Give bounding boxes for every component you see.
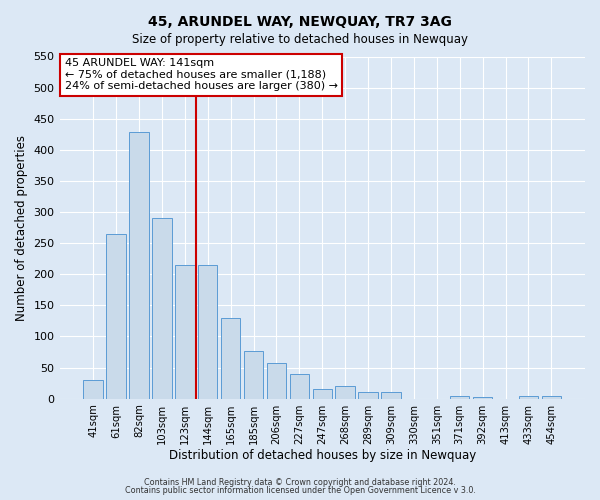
Bar <box>335 386 355 398</box>
Bar <box>542 396 561 398</box>
Text: Contains HM Land Registry data © Crown copyright and database right 2024.: Contains HM Land Registry data © Crown c… <box>144 478 456 487</box>
Text: Contains public sector information licensed under the Open Government Licence v : Contains public sector information licen… <box>125 486 475 495</box>
Bar <box>106 234 126 398</box>
Bar <box>198 265 217 398</box>
Text: 45, ARUNDEL WAY, NEWQUAY, TR7 3AG: 45, ARUNDEL WAY, NEWQUAY, TR7 3AG <box>148 15 452 29</box>
Bar <box>473 397 493 398</box>
Y-axis label: Number of detached properties: Number of detached properties <box>15 134 28 320</box>
Text: Size of property relative to detached houses in Newquay: Size of property relative to detached ho… <box>132 32 468 46</box>
Bar <box>152 218 172 398</box>
Bar <box>221 318 241 398</box>
Bar <box>83 380 103 398</box>
Bar <box>175 265 194 398</box>
Text: 45 ARUNDEL WAY: 141sqm
← 75% of detached houses are smaller (1,188)
24% of semi-: 45 ARUNDEL WAY: 141sqm ← 75% of detached… <box>65 58 338 92</box>
Bar <box>358 392 378 398</box>
Bar <box>290 374 309 398</box>
X-axis label: Distribution of detached houses by size in Newquay: Distribution of detached houses by size … <box>169 450 476 462</box>
Bar <box>450 396 469 398</box>
Bar <box>244 352 263 399</box>
Bar <box>129 132 149 398</box>
Bar <box>519 396 538 398</box>
Bar <box>381 392 401 398</box>
Bar <box>313 389 332 398</box>
Bar <box>267 362 286 398</box>
